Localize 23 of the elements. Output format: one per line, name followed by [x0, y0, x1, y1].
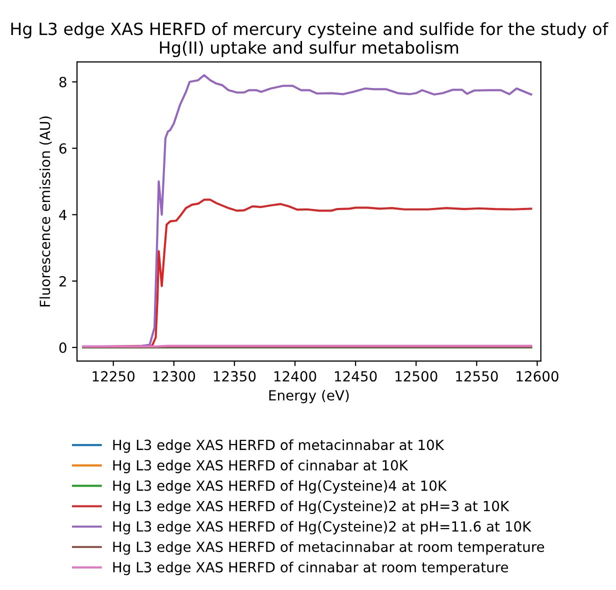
y-tick-label: 8 — [59, 76, 66, 88]
chart-title: Hg L3 edge XAS HERFD of mercury cysteine and sulfide for the study of Hg(II) uptake and sulfur metabolism — [11, 22, 609, 58]
x-tick-label: 12500 — [396, 371, 438, 382]
legend-label: Hg L3 edge XAS HERFD of Hg(Cysteine)2 at pH=3 at 10K — [113, 500, 510, 514]
x-tick-label: 12250 — [92, 371, 134, 382]
y-tick-label: 2 — [59, 276, 66, 286]
x-tick-label: 12600 — [516, 371, 558, 382]
y-axis-title: Fluorescence emission (AU) — [39, 116, 52, 306]
legend-label: Hg L3 edge XAS HERFD of metacinnabar at 10K — [113, 439, 444, 453]
x-tick-label: 12450 — [334, 371, 377, 382]
legend-label: Hg L3 edge XAS HERFD of Hg(Cysteine)2 at pH=11.6 at 10K — [113, 520, 532, 534]
x-tick-label: 12300 — [153, 371, 196, 382]
y-tick-label: 0 — [59, 342, 66, 353]
x-tick-label: 12400 — [274, 371, 316, 382]
legend-label: Hg L3 edge XAS HERFD of cinnabar at room temperature — [113, 562, 508, 576]
y-tick-label: 4 — [59, 210, 66, 220]
x-tick-label: 12550 — [456, 371, 498, 382]
x-axis-title: Energy (eV) — [269, 390, 349, 404]
legend-label: Hg L3 edge XAS HERFD of cinnabar at 10K — [113, 460, 408, 474]
legend-label: Hg L3 edge XAS HERFD of Hg(Cysteine)4 at 10K — [113, 480, 447, 494]
y-tick-label: 6 — [59, 143, 66, 154]
x-tick-label: 12350 — [214, 371, 256, 382]
legend-label: Hg L3 edge XAS HERFD of metacinnabar at room temperature — [113, 541, 544, 555]
